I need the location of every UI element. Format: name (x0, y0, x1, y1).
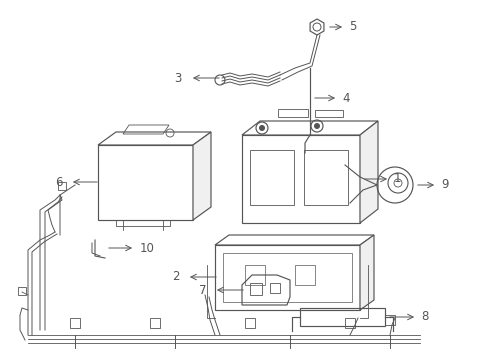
Text: 1: 1 (393, 172, 401, 185)
Text: 5: 5 (348, 21, 356, 33)
Circle shape (259, 125, 264, 131)
Text: 2: 2 (172, 270, 180, 284)
Polygon shape (242, 121, 377, 135)
Text: 6: 6 (55, 175, 63, 189)
Text: 10: 10 (140, 242, 155, 255)
Text: 3: 3 (174, 72, 182, 85)
Circle shape (313, 123, 319, 129)
Polygon shape (215, 235, 373, 245)
Text: 8: 8 (420, 310, 427, 324)
Text: 4: 4 (341, 91, 349, 104)
Polygon shape (98, 132, 210, 145)
Polygon shape (193, 132, 210, 220)
Polygon shape (359, 121, 377, 223)
Text: 9: 9 (440, 179, 447, 192)
Polygon shape (359, 235, 373, 310)
Text: 7: 7 (199, 284, 206, 297)
